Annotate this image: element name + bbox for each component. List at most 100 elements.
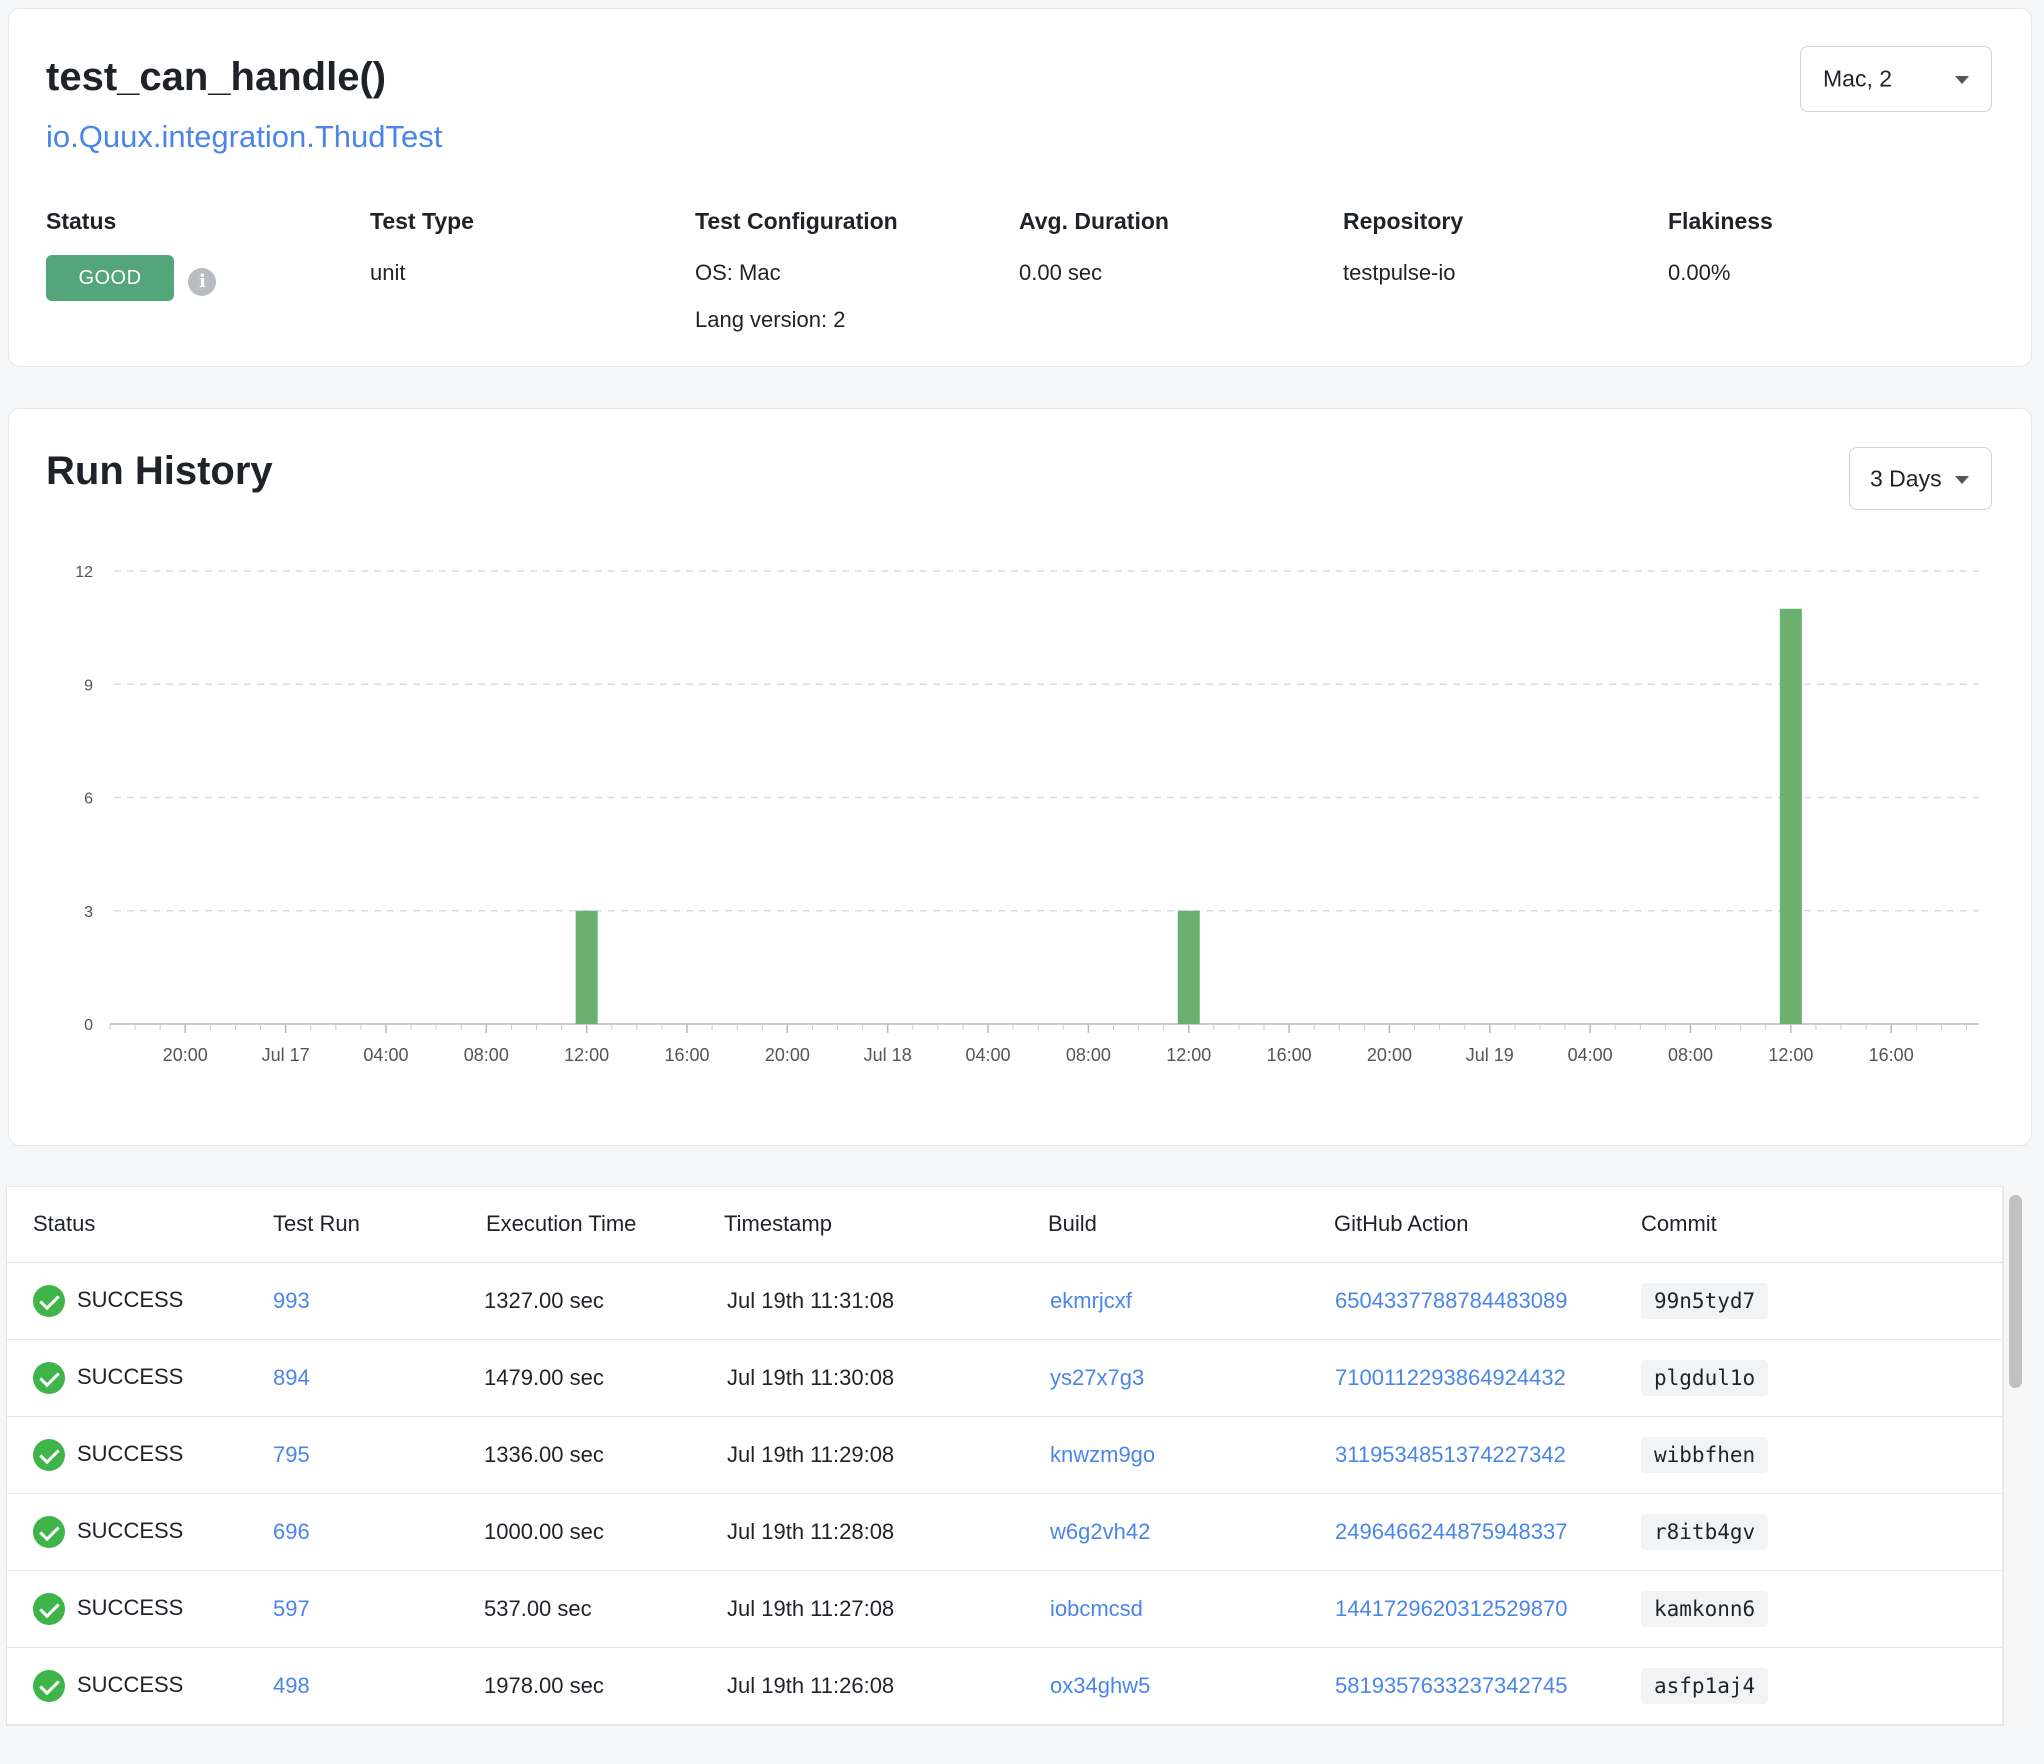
meta-duration: Avg. Duration 0.00 sec bbox=[1019, 208, 1169, 286]
x-tick-label: 12:00 bbox=[564, 1045, 609, 1065]
chevron-down-icon bbox=[1955, 475, 1969, 484]
status-cell: SUCCESS bbox=[7, 1339, 241, 1417]
test-run-link[interactable]: 894 bbox=[273, 1364, 310, 1390]
build-link[interactable]: ys27x7g3 bbox=[1050, 1364, 1145, 1390]
test-run-link[interactable]: 498 bbox=[273, 1672, 310, 1698]
build-cell: w6g2vh42 bbox=[1018, 1493, 1302, 1571]
x-tick-label: 08:00 bbox=[1668, 1045, 1713, 1065]
config-os-value: OS: Mac bbox=[695, 260, 781, 285]
chevron-down-icon bbox=[1955, 76, 1969, 84]
commit-cell: r8itb4gv bbox=[1626, 1493, 2002, 1571]
github-action-link[interactable]: 6504337788784483089 bbox=[1335, 1287, 1568, 1313]
range-select[interactable]: 3 Days bbox=[1849, 447, 1992, 510]
x-tick-label: 08:00 bbox=[1066, 1045, 1111, 1065]
table-row[interactable]: SUCCESS 696 1000.00 sec Jul 19th 11:28:08 w6… bbox=[7, 1493, 2002, 1571]
status-cell: SUCCESS bbox=[7, 1262, 241, 1340]
test-run-link[interactable]: 597 bbox=[273, 1595, 310, 1621]
commit-hash[interactable]: 99n5tyd7 bbox=[1641, 1282, 1769, 1319]
build-link[interactable]: iobcmcsd bbox=[1050, 1595, 1143, 1621]
commit-cell: kamkonn6 bbox=[1626, 1570, 2002, 1648]
test-type-value: unit bbox=[370, 260, 406, 285]
col-header-status[interactable]: Status bbox=[7, 1187, 241, 1263]
github-action-link[interactable]: 1441729620312529870 bbox=[1335, 1595, 1568, 1621]
table-row[interactable]: SUCCESS 498 1978.00 sec Jul 19th 11:26:08 ox… bbox=[7, 1647, 2002, 1725]
scrollbar-thumb[interactable] bbox=[2009, 1195, 2022, 1388]
status-label: Status bbox=[46, 208, 117, 234]
range-select-value: 3 Days bbox=[1870, 465, 1942, 491]
y-tick-label: 0 bbox=[84, 1017, 93, 1034]
run-history-chart: 0 3 6 9 12 20:00 Jul 17 04:00 08:00 12:00 16:00 20:… bbox=[75, 564, 1979, 1065]
build-cell: knwzm9go bbox=[1018, 1416, 1302, 1494]
build-link[interactable]: knwzm9go bbox=[1050, 1441, 1156, 1467]
execution-time-cell: 1336.00 sec bbox=[455, 1416, 694, 1494]
test-run-cell: 795 bbox=[241, 1416, 455, 1494]
status-badge: GOOD bbox=[46, 255, 174, 301]
github-action-cell: 6504337788784483089 bbox=[1302, 1262, 1626, 1340]
commit-hash[interactable]: wibbfhen bbox=[1641, 1436, 1769, 1473]
build-link[interactable]: w6g2vh42 bbox=[1050, 1518, 1151, 1544]
commit-hash[interactable]: kamkonn6 bbox=[1641, 1590, 1769, 1627]
x-tick-label: Jul 17 bbox=[262, 1045, 310, 1065]
col-header-github-action[interactable]: GitHub Action bbox=[1302, 1187, 1626, 1263]
col-header-timestamp[interactable]: Timestamp bbox=[694, 1187, 1018, 1263]
x-tick-label: 16:00 bbox=[664, 1045, 709, 1065]
table-header-row: Status Test Run Execution Time Timestamp… bbox=[7, 1187, 2002, 1263]
duration-value: 0.00 sec bbox=[1019, 260, 1103, 285]
info-icon[interactable]: i bbox=[188, 268, 217, 296]
table-row[interactable]: SUCCESS 795 1336.00 sec Jul 19th 11:29:08 kn… bbox=[7, 1416, 2002, 1494]
github-action-link[interactable]: 7100112293864924432 bbox=[1335, 1364, 1566, 1390]
check-circle-icon bbox=[33, 1515, 65, 1548]
table-row[interactable]: SUCCESS 894 1479.00 sec Jul 19th 11:30:08 ys… bbox=[7, 1339, 2002, 1417]
execution-time-cell: 1479.00 sec bbox=[455, 1339, 694, 1417]
table-row[interactable]: SUCCESS 993 1327.00 sec Jul 19th 11:31:08 ek… bbox=[7, 1262, 2002, 1340]
col-header-build[interactable]: Build bbox=[1018, 1187, 1302, 1263]
run-status: SUCCESS bbox=[77, 1363, 184, 1389]
config-label: Test Configuration bbox=[695, 208, 898, 234]
test-title: test_can_handle() bbox=[46, 55, 387, 99]
col-header-test-run[interactable]: Test Run bbox=[241, 1187, 455, 1263]
check-circle-icon bbox=[33, 1669, 65, 1702]
x-tick-label: Jul 19 bbox=[1466, 1045, 1514, 1065]
run-status: SUCCESS bbox=[77, 1671, 184, 1697]
x-tick-label: 16:00 bbox=[1869, 1045, 1914, 1065]
table-scrollbar[interactable] bbox=[2003, 1186, 2025, 1726]
x-tick-label: 20:00 bbox=[765, 1045, 810, 1065]
col-header-execution-time[interactable]: Execution Time bbox=[455, 1187, 694, 1263]
x-tick-label: 04:00 bbox=[1568, 1045, 1613, 1065]
x-tick-label: Jul 18 bbox=[864, 1045, 912, 1065]
col-header-commit[interactable]: Commit bbox=[1626, 1187, 2002, 1263]
x-tick-label: 16:00 bbox=[1267, 1045, 1312, 1065]
github-action-cell: 2496466244875948337 bbox=[1302, 1493, 1626, 1571]
timestamp-cell: Jul 19th 11:29:08 bbox=[694, 1416, 1018, 1494]
run-status: SUCCESS bbox=[77, 1594, 184, 1620]
build-link[interactable]: ekmrjcxf bbox=[1050, 1287, 1132, 1313]
config-select[interactable]: Mac, 2 bbox=[1800, 46, 1992, 112]
flakiness-label: Flakiness bbox=[1668, 208, 1773, 234]
status-cell: SUCCESS bbox=[7, 1416, 241, 1494]
commit-hash[interactable]: asfp1aj4 bbox=[1641, 1667, 1769, 1704]
table-row[interactable]: SUCCESS 597 537.00 sec Jul 19th 11:27:08 iob… bbox=[7, 1570, 2002, 1648]
commit-cell: plgdul1o bbox=[1626, 1339, 2002, 1417]
github-action-link[interactable]: 5819357633237342745 bbox=[1335, 1672, 1568, 1698]
github-action-cell: 7100112293864924432 bbox=[1302, 1339, 1626, 1417]
meta-config: Test Configuration OS: Mac Lang version:… bbox=[695, 208, 898, 333]
github-action-cell: 3119534851374227342 bbox=[1302, 1416, 1626, 1494]
status-cell: SUCCESS bbox=[7, 1493, 241, 1571]
commit-hash[interactable]: plgdul1o bbox=[1641, 1359, 1769, 1396]
run-history-card: Run History 3 Days 0 3 6 9 12 20:00 Jul 17 04:0… bbox=[8, 408, 2032, 1146]
execution-time-cell: 1327.00 sec bbox=[455, 1262, 694, 1340]
test-run-link[interactable]: 993 bbox=[273, 1287, 310, 1313]
test-run-link[interactable]: 696 bbox=[273, 1518, 310, 1544]
config-lang-value: Lang version: 2 bbox=[695, 307, 846, 332]
test-run-cell: 894 bbox=[241, 1339, 455, 1417]
test-class-link[interactable]: io.Quux.integration.ThudTest bbox=[46, 119, 443, 154]
run-status: SUCCESS bbox=[77, 1440, 184, 1466]
test-run-link[interactable]: 795 bbox=[273, 1441, 310, 1467]
commit-hash[interactable]: r8itb4gv bbox=[1641, 1513, 1769, 1550]
flakiness-value: 0.00% bbox=[1668, 260, 1731, 285]
build-cell: iobcmcsd bbox=[1018, 1570, 1302, 1648]
build-link[interactable]: ox34ghw5 bbox=[1050, 1672, 1151, 1698]
github-action-link[interactable]: 2496466244875948337 bbox=[1335, 1518, 1568, 1544]
execution-time-cell: 1978.00 sec bbox=[455, 1647, 694, 1725]
github-action-link[interactable]: 3119534851374227342 bbox=[1335, 1441, 1566, 1467]
